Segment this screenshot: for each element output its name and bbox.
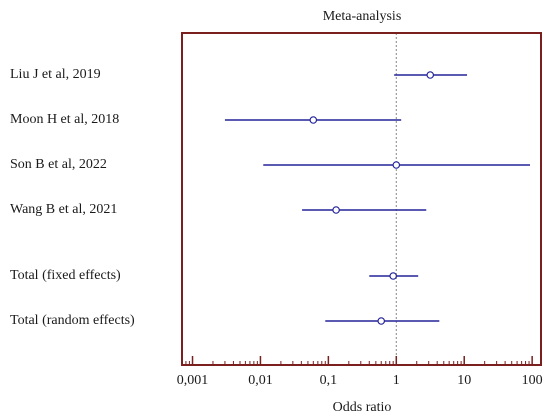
x-tick-label: 10 — [457, 373, 471, 388]
point-estimate — [332, 206, 340, 214]
plot-frame — [181, 32, 542, 366]
x-tick-label: 0,1 — [320, 373, 338, 388]
row-label: Liu J et al, 2019 — [10, 67, 101, 82]
point-estimate — [426, 71, 435, 79]
point-estimate — [389, 272, 397, 280]
x-tick-label: 0,01 — [248, 373, 273, 388]
row-label: Son B et al, 2022 — [10, 157, 107, 172]
point-estimate — [309, 116, 318, 124]
chart-title: Meta-analysis — [323, 9, 402, 24]
row-label: Total (fixed effects) — [10, 268, 121, 283]
x-tick-label: 100 — [522, 373, 543, 388]
row-label: Total (random effects) — [10, 313, 135, 328]
row-label: Wang B et al, 2021 — [10, 202, 117, 217]
point-estimate — [392, 161, 401, 169]
x-tick-label: 1 — [393, 373, 400, 388]
row-label: Moon H et al, 2018 — [10, 112, 119, 127]
point-estimate — [377, 317, 386, 325]
x-tick-label: 0,001 — [177, 373, 209, 388]
x-axis-label: Odds ratio — [333, 400, 392, 415]
